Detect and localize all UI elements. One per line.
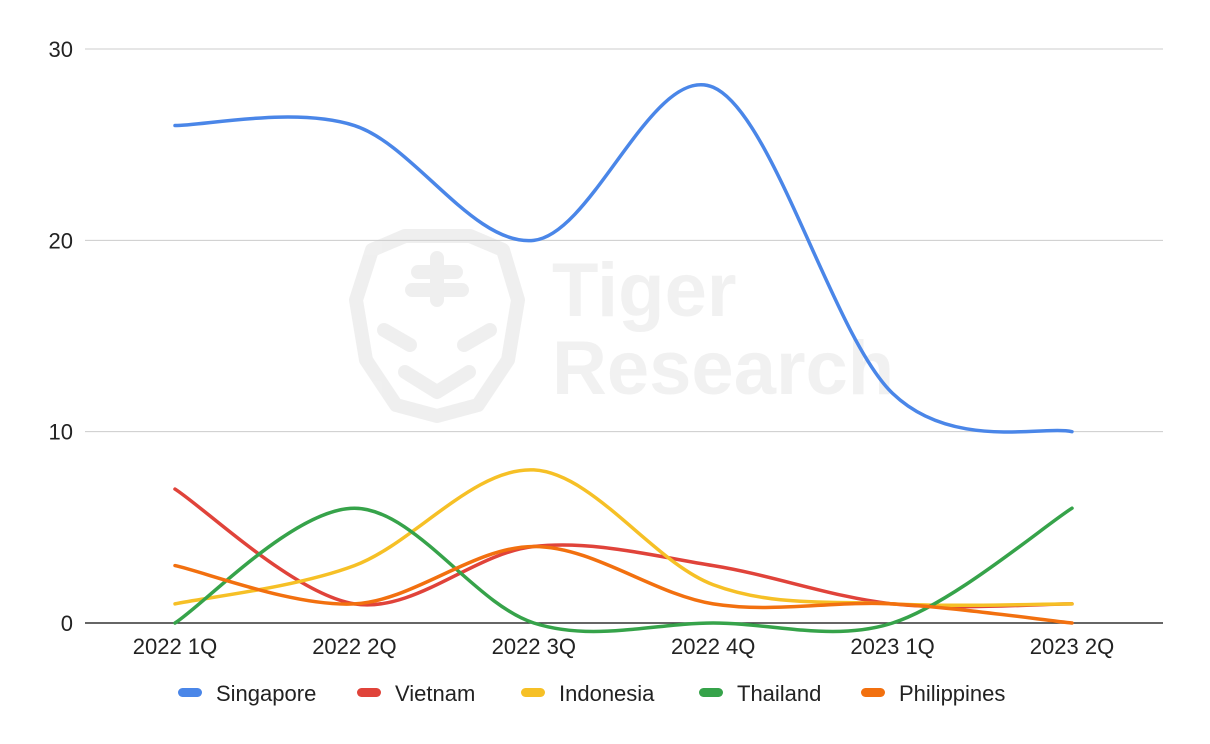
legend-label: Thailand bbox=[737, 681, 821, 706]
legend-label: Singapore bbox=[216, 681, 316, 706]
series-line-vietnam bbox=[173, 487, 1074, 609]
legend-label: Philippines bbox=[899, 681, 1005, 706]
watermark-text-line1: Tiger bbox=[552, 248, 736, 333]
legend: Singapore Vietnam Indonesia Thailand Philipp… bbox=[178, 681, 1005, 706]
y-tick-label: 10 bbox=[49, 420, 73, 445]
legend-swatch bbox=[521, 688, 545, 697]
legend-label: Vietnam bbox=[395, 681, 475, 706]
legend-item-thailand: Thailand bbox=[699, 681, 821, 706]
watermark-text-line2: Research bbox=[552, 326, 894, 411]
x-tick-label: 2022 2Q bbox=[312, 634, 396, 659]
y-tick-label: 0 bbox=[61, 611, 73, 636]
legend-label: Indonesia bbox=[559, 681, 655, 706]
legend-swatch bbox=[699, 688, 723, 697]
series-lines bbox=[173, 83, 1074, 634]
legend-swatch bbox=[178, 688, 202, 697]
y-axis-ticks: 0 10 20 30 bbox=[49, 37, 73, 636]
legend-item-vietnam: Vietnam bbox=[357, 681, 475, 706]
series-line-singapore bbox=[173, 83, 1074, 434]
series-line-thailand bbox=[173, 506, 1074, 634]
legend-swatch bbox=[357, 688, 381, 697]
legend-swatch bbox=[861, 688, 885, 697]
x-tick-label: 2022 1Q bbox=[133, 634, 217, 659]
x-tick-label: 2022 3Q bbox=[492, 634, 576, 659]
x-tick-label: 2023 2Q bbox=[1030, 634, 1114, 659]
x-axis-ticks: 2022 1Q 2022 2Q 2022 3Q 2022 4Q 2023 1Q 2023 … bbox=[133, 634, 1114, 659]
legend-item-philippines: Philippines bbox=[861, 681, 1005, 706]
y-tick-label: 30 bbox=[49, 37, 73, 62]
y-tick-label: 20 bbox=[49, 228, 73, 253]
legend-item-singapore: Singapore bbox=[178, 681, 316, 706]
legend-item-indonesia: Indonesia bbox=[521, 681, 655, 706]
x-tick-label: 2023 1Q bbox=[850, 634, 934, 659]
x-tick-label: 2022 4Q bbox=[671, 634, 755, 659]
series-line-philippines bbox=[173, 544, 1074, 625]
tiger-research-watermark: Tiger Research bbox=[349, 229, 894, 423]
tiger-logo-icon bbox=[349, 229, 525, 423]
